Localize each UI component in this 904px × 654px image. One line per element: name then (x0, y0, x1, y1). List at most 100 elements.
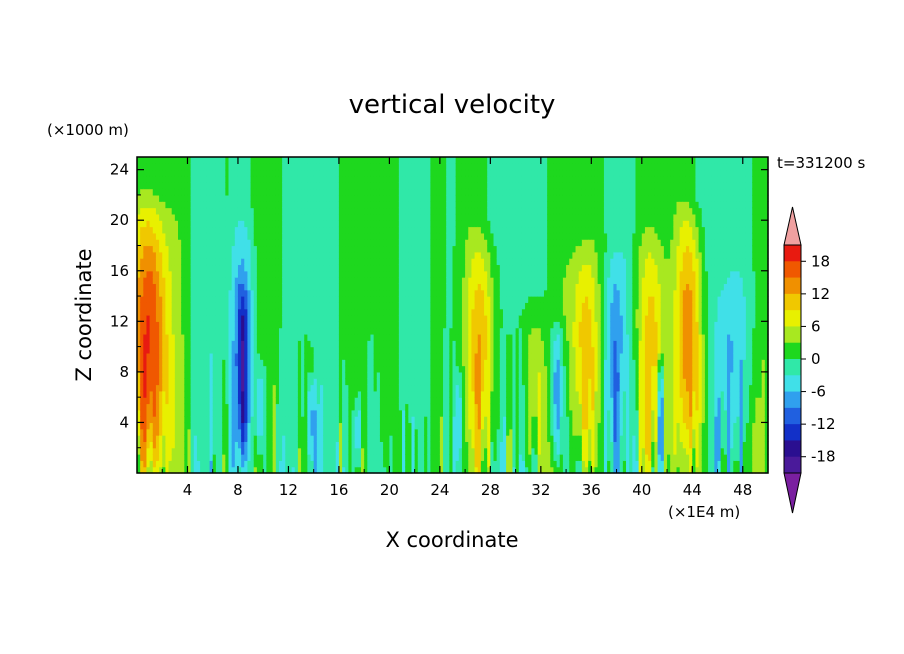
heatmap-cell (203, 251, 207, 259)
heatmap-cell (168, 283, 173, 291)
heatmap-cell (263, 454, 267, 461)
heatmap-cell (206, 315, 211, 322)
heatmap-cell (250, 302, 255, 310)
heatmap-cell (209, 283, 214, 291)
heatmap-cell (326, 308, 331, 316)
heatmap-cell (420, 435, 425, 442)
heatmap-cell (443, 239, 447, 247)
heatmap-cell (184, 175, 189, 183)
heatmap-cell (149, 346, 154, 354)
heatmap-cell (345, 232, 349, 240)
heatmap-cell (392, 435, 397, 442)
heatmap-cell (165, 163, 170, 171)
heatmap-cell (256, 302, 261, 310)
heatmap-cell (165, 390, 170, 398)
heatmap-cell (231, 239, 236, 247)
heatmap-cell (427, 258, 432, 266)
heatmap-cell (219, 454, 223, 461)
heatmap-cell (196, 188, 201, 196)
heatmap-cell (285, 207, 290, 215)
heatmap-cell (256, 296, 261, 303)
heatmap-cell (178, 194, 182, 202)
heatmap-cell (269, 447, 274, 455)
heatmap-cell (354, 258, 359, 266)
heatmap-cell (364, 340, 368, 348)
heatmap-cell (260, 277, 264, 284)
heatmap-cell (383, 409, 387, 417)
heatmap-cell (244, 422, 249, 430)
heatmap-cell (389, 277, 394, 284)
heatmap-cell (361, 289, 365, 297)
heatmap-cell (348, 403, 353, 411)
heatmap-cell (417, 226, 422, 234)
heatmap-cell (326, 378, 331, 386)
heatmap-cell (196, 239, 201, 247)
heatmap-cell (234, 169, 239, 177)
heatmap-cell (402, 422, 406, 430)
heatmap-cell (178, 409, 182, 417)
heatmap-cell (392, 441, 397, 449)
heatmap-cell (260, 371, 264, 379)
heatmap-cell (354, 194, 359, 202)
heatmap-cell (149, 201, 154, 209)
heatmap-cell (222, 384, 226, 392)
heatmap-cell (146, 277, 151, 284)
heatmap-cell (200, 270, 204, 278)
heatmap-cell (244, 289, 249, 297)
heatmap-cell (386, 157, 390, 164)
heatmap-cell (405, 428, 409, 436)
heatmap-cell (193, 321, 198, 329)
heatmap-cell (228, 346, 233, 354)
heatmap-cell (171, 327, 176, 335)
heatmap-cell (361, 169, 365, 177)
heatmap-cell (260, 245, 264, 253)
heatmap-cell (354, 447, 359, 455)
heatmap-cell (310, 220, 315, 228)
heatmap-cell (304, 333, 308, 341)
heatmap-cell (143, 333, 148, 341)
heatmap-cell (342, 321, 346, 329)
heatmap-cell (193, 384, 198, 392)
heatmap-cell (228, 175, 233, 183)
heatmap-cell (383, 277, 387, 284)
heatmap-cell (247, 340, 252, 348)
heatmap-cell (244, 245, 249, 253)
heatmap-cell (357, 390, 362, 398)
heatmap-cell (206, 447, 211, 455)
heatmap-cell (373, 346, 378, 354)
heatmap-cell (433, 245, 438, 253)
heatmap-cell (269, 403, 274, 411)
heatmap-cell (443, 245, 447, 253)
heatmap-cell (200, 264, 204, 272)
heatmap-cell (178, 169, 182, 177)
heatmap-cell (329, 352, 334, 360)
heatmap-cell (433, 182, 438, 190)
heatmap-cell (168, 207, 173, 215)
heatmap-cell (310, 333, 315, 341)
heatmap-cell (319, 333, 324, 341)
heatmap-cell (187, 232, 192, 240)
heatmap-cell (319, 371, 324, 379)
heatmap-cell (149, 283, 154, 291)
heatmap-cell (181, 207, 185, 215)
heatmap-cell (301, 289, 305, 297)
heatmap-cell (392, 321, 397, 329)
heatmap-cell (231, 169, 236, 177)
heatmap-cell (443, 333, 447, 341)
heatmap-cell (256, 359, 261, 367)
heatmap-cell (234, 397, 239, 405)
heatmap-cell (225, 283, 230, 291)
heatmap-cell (225, 422, 230, 430)
heatmap-cell (291, 384, 296, 392)
heatmap-cell (275, 422, 280, 430)
heatmap-cell (234, 327, 239, 335)
heatmap-cell (225, 384, 230, 392)
heatmap-cell (345, 466, 349, 474)
heatmap-cell (203, 441, 207, 449)
heatmap-cell (414, 409, 419, 417)
heatmap-cell (316, 416, 321, 424)
heatmap-cell (206, 384, 211, 392)
heatmap-cell (379, 466, 384, 474)
heatmap-cell (354, 327, 359, 335)
heatmap-cell (174, 447, 179, 455)
